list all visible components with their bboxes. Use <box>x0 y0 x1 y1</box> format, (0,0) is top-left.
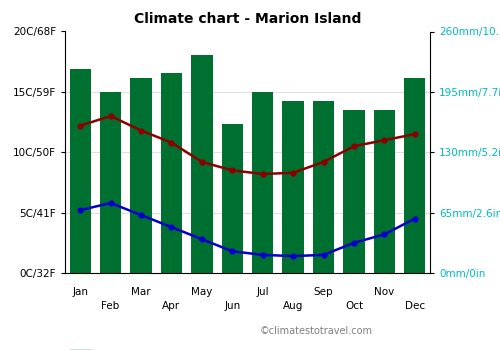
Text: Apr: Apr <box>162 301 180 311</box>
Text: Mar: Mar <box>131 287 151 297</box>
Legend: Prec, Min, Max: Prec, Min, Max <box>65 345 246 350</box>
Text: Jul: Jul <box>256 287 269 297</box>
Bar <box>161 73 182 273</box>
Bar <box>100 92 122 273</box>
Text: Aug: Aug <box>283 301 304 311</box>
Title: Climate chart - Marion Island: Climate chart - Marion Island <box>134 12 361 26</box>
Text: Feb: Feb <box>102 301 120 311</box>
Bar <box>222 124 243 273</box>
Text: Dec: Dec <box>404 301 425 311</box>
Text: Sep: Sep <box>314 287 334 297</box>
Text: Nov: Nov <box>374 287 394 297</box>
Bar <box>70 69 91 273</box>
Bar <box>404 78 425 273</box>
Bar <box>282 101 304 273</box>
Bar <box>374 111 395 273</box>
Text: Jan: Jan <box>72 287 88 297</box>
Bar <box>344 111 364 273</box>
Bar <box>191 55 212 273</box>
Bar <box>313 101 334 273</box>
Bar <box>252 92 274 273</box>
Text: ©climatestotravel.com: ©climatestotravel.com <box>260 326 373 336</box>
Bar <box>130 78 152 273</box>
Text: Jun: Jun <box>224 301 240 311</box>
Text: May: May <box>191 287 212 297</box>
Text: Oct: Oct <box>345 301 363 311</box>
